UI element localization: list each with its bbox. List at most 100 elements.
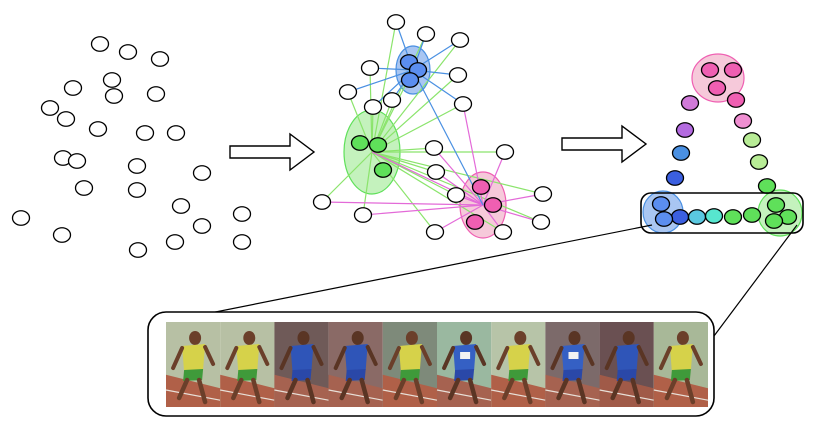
data-point: [424, 140, 444, 156]
zoom-line-left: [149, 224, 653, 326]
data-point: [446, 187, 466, 203]
chain-point: [680, 95, 700, 111]
frame-lane-line: [653, 389, 709, 401]
runner-arm: [442, 346, 456, 370]
frame-lane-line: [436, 389, 492, 401]
runner-leg: [684, 377, 696, 405]
data-point: [40, 100, 60, 116]
data-point: [531, 214, 551, 230]
runner-head: [568, 331, 581, 345]
runner-arm: [311, 345, 324, 366]
runner-leg: [285, 377, 298, 401]
data-point: [74, 180, 94, 196]
runner-arm: [550, 346, 564, 370]
data-point: [118, 44, 138, 60]
data-point: [56, 111, 76, 127]
frame-lane-line: [599, 389, 654, 401]
runner-head: [460, 331, 473, 345]
graph-edge: [362, 151, 373, 216]
graph-edge: [482, 151, 506, 206]
data-point: [11, 210, 31, 226]
data-point: [135, 125, 155, 141]
process-arrows: [229, 124, 648, 172]
data-point: [232, 206, 252, 222]
runner-leg: [251, 377, 262, 405]
data-point: [146, 86, 166, 102]
data-point: [382, 92, 402, 108]
data-point: [386, 14, 406, 30]
runner-jersey: [236, 344, 260, 372]
data-point: [52, 227, 72, 243]
graph-edge: [371, 33, 427, 153]
graph-edge: [371, 103, 464, 153]
data-point: [192, 165, 212, 181]
video-frame: [328, 322, 383, 407]
green-point: [350, 135, 370, 151]
chain-point: [670, 209, 690, 225]
blue-point: [654, 211, 674, 227]
runner-leg: [664, 377, 678, 401]
runner-arm: [257, 345, 270, 366]
graph-edge: [321, 151, 373, 203]
runner-arm: [225, 346, 239, 370]
runner-leg: [359, 377, 370, 405]
runner-leg: [576, 377, 587, 405]
pink-point: [700, 62, 720, 78]
runner-bib: [568, 352, 579, 359]
runner-jersey: [507, 344, 531, 372]
selected-path-box: [640, 192, 804, 234]
green-point: [373, 162, 393, 178]
data-point: [416, 26, 436, 42]
green-point: [766, 197, 786, 213]
runner-head: [676, 331, 689, 345]
zoom-callout: [147, 224, 798, 417]
runner-leg: [556, 377, 569, 401]
runner-leg: [447, 377, 461, 401]
video-frame: [491, 322, 546, 407]
graph-edge: [371, 151, 544, 195]
frame-lane-line: [328, 389, 383, 401]
video-frame: [599, 322, 654, 407]
chain-point: [671, 145, 691, 161]
chain-point: [675, 122, 695, 138]
frame-lane-line: [491, 389, 546, 401]
data-point: [88, 121, 108, 137]
data-point: [360, 60, 380, 76]
data-point: [127, 182, 147, 198]
stage-unlabeled-points: [11, 36, 252, 258]
data-point: [171, 198, 191, 214]
data-point: [312, 194, 332, 210]
runner-leg: [231, 377, 244, 401]
runner-arm: [279, 346, 293, 370]
runner-jersey: [669, 344, 693, 372]
data-point: [90, 36, 110, 52]
pink-point: [723, 62, 743, 78]
chain-point: [742, 207, 762, 223]
runner-arm: [690, 345, 703, 366]
runner-head: [243, 331, 256, 345]
blue-point: [400, 72, 420, 88]
runner-arm: [528, 345, 541, 366]
data-point: [128, 242, 148, 258]
chain-point: [704, 208, 724, 224]
graph-nodes: [312, 14, 553, 240]
graph-edge: [412, 69, 484, 206]
runner-jersey: [182, 344, 206, 372]
chain-point: [723, 209, 743, 225]
data-point: [448, 67, 468, 83]
graph-edge: [362, 204, 484, 216]
video-frame: [545, 322, 600, 407]
runner-arm: [387, 346, 401, 370]
data-point: [102, 72, 122, 88]
runner-leg: [339, 377, 352, 401]
runner-head: [405, 331, 418, 345]
chain-point: [749, 154, 769, 170]
runner-head: [297, 331, 310, 345]
runner-bib: [460, 352, 471, 359]
runner-arm: [203, 345, 216, 366]
data-point: [166, 125, 186, 141]
chain-point: [742, 132, 762, 148]
data-point: [127, 158, 147, 174]
